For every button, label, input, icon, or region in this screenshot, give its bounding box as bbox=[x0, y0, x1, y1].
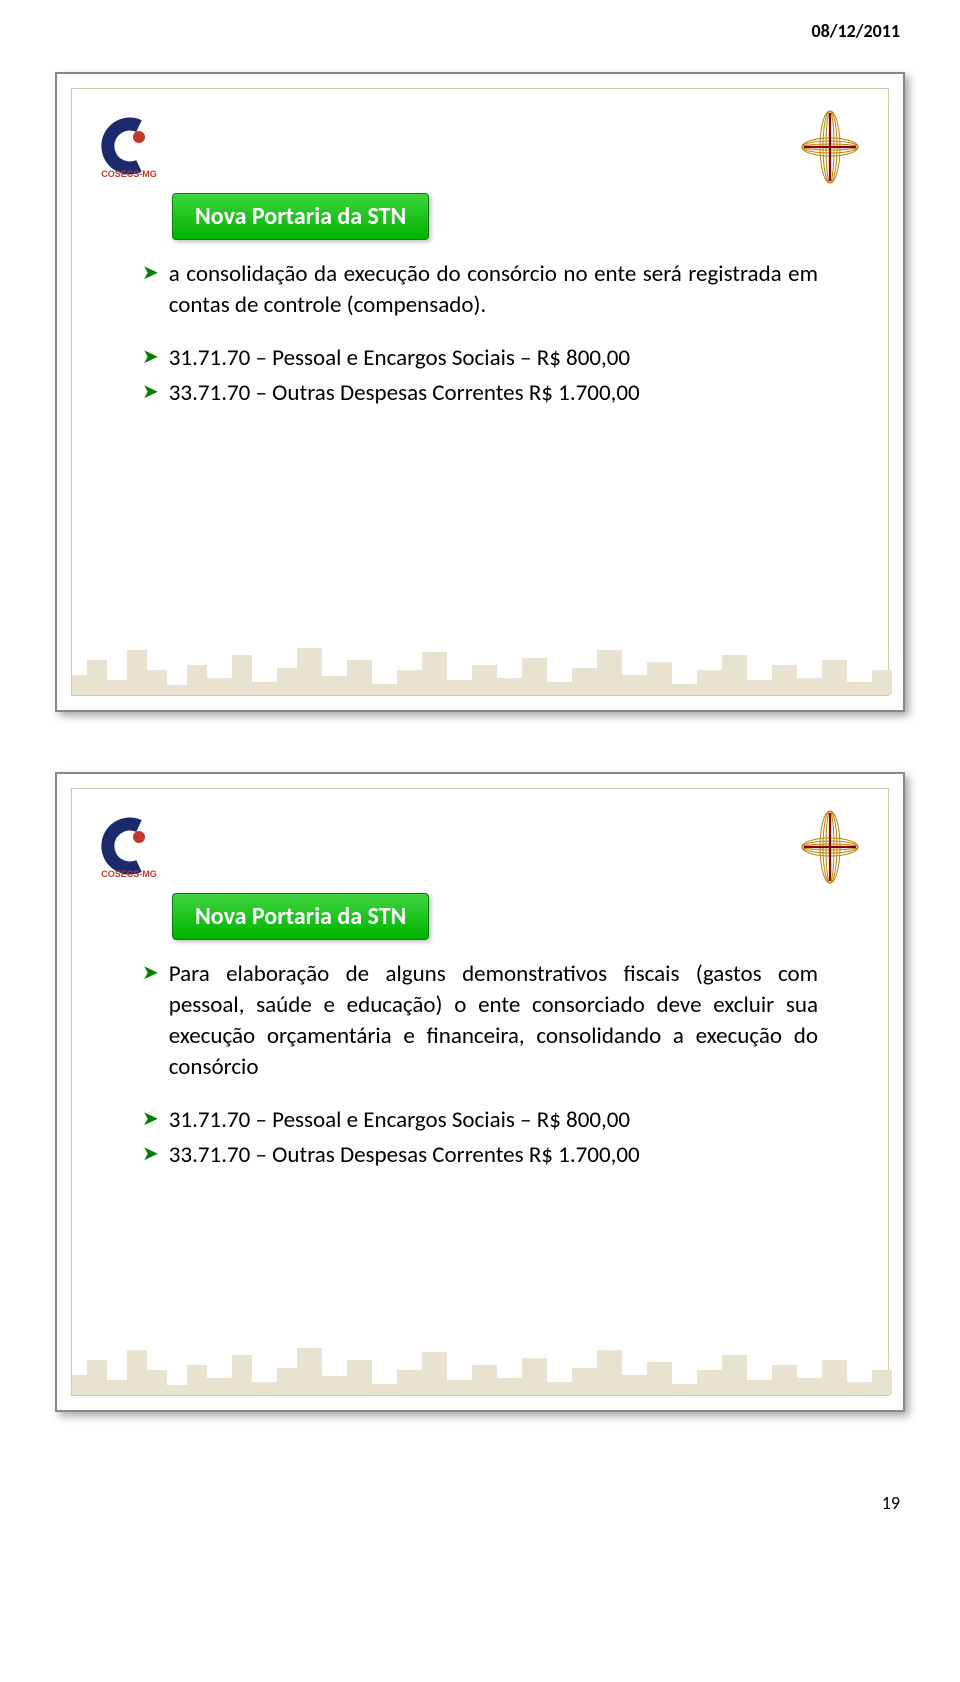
cosecs-logo: COSECS-MG bbox=[94, 111, 164, 186]
bullet-arrow-icon: ➤ bbox=[142, 1105, 159, 1133]
slide-2-content: ➤ Para elaboração de alguns demonstrativ… bbox=[142, 959, 818, 1175]
slide-1: COSECS-MG bbox=[55, 72, 905, 712]
slide-1-bullet-2-text: 31.71.70 – Pessoal e Encargos Sociais – … bbox=[169, 343, 818, 374]
bullet-arrow-icon: ➤ bbox=[142, 959, 159, 987]
bullet-arrow-icon: ➤ bbox=[142, 259, 159, 287]
slide-1-bullet-1-text: a consolidação da execução do consórcio … bbox=[169, 259, 818, 321]
slide-2-bullet-3-text: 33.71.70 – Outras Despesas Correntes R$ … bbox=[169, 1140, 818, 1171]
svg-text:COSECS-MG: COSECS-MG bbox=[101, 869, 157, 879]
slides-container: COSECS-MG bbox=[0, 52, 960, 1492]
bullet-arrow-icon: ➤ bbox=[142, 1140, 159, 1168]
slide-2-inner: COSECS-MG bbox=[71, 788, 889, 1396]
page-number: 19 bbox=[0, 1492, 960, 1534]
slide-2-bullet-1-text: Para elaboração de alguns demonstrativos… bbox=[169, 959, 818, 1083]
bullet-arrow-icon: ➤ bbox=[142, 343, 159, 371]
bullet-arrow-icon: ➤ bbox=[142, 378, 159, 406]
svg-text:COSECS-MG: COSECS-MG bbox=[101, 169, 157, 179]
slide-2-bullet-2: ➤ 31.71.70 – Pessoal e Encargos Sociais … bbox=[142, 1105, 818, 1136]
slide-2-title-box: Nova Portaria da STN bbox=[172, 893, 429, 940]
slide-1-bullet-3-text: 33.71.70 – Outras Despesas Correntes R$ … bbox=[169, 378, 818, 409]
slide-2-bullet-2-text: 31.71.70 – Pessoal e Encargos Sociais – … bbox=[169, 1105, 818, 1136]
header-date: 08/12/2011 bbox=[0, 0, 960, 52]
slide-2: COSECS-MG bbox=[55, 772, 905, 1412]
cross-logo bbox=[800, 807, 860, 892]
slide-2-bullet-3: ➤ 33.71.70 – Outras Despesas Correntes R… bbox=[142, 1140, 818, 1171]
slide-1-title-box: Nova Portaria da STN bbox=[172, 193, 429, 240]
slide-1-title: Nova Portaria da STN bbox=[195, 202, 406, 231]
cross-logo bbox=[800, 107, 860, 192]
slide-2-bullet-1: ➤ Para elaboração de alguns demonstrativ… bbox=[142, 959, 818, 1083]
slide-1-bullet-1: ➤ a consolidação da execução do consórci… bbox=[142, 259, 818, 321]
slide-1-inner: COSECS-MG bbox=[71, 88, 889, 696]
slide-1-bullet-3: ➤ 33.71.70 – Outras Despesas Correntes R… bbox=[142, 378, 818, 409]
slide-2-title: Nova Portaria da STN bbox=[195, 902, 406, 931]
skyline-decoration bbox=[72, 640, 892, 695]
slide-1-content: ➤ a consolidação da execução do consórci… bbox=[142, 259, 818, 413]
skyline-decoration bbox=[72, 1340, 892, 1395]
slide-1-bullet-2: ➤ 31.71.70 – Pessoal e Encargos Sociais … bbox=[142, 343, 818, 374]
cosecs-logo: COSECS-MG bbox=[94, 811, 164, 886]
